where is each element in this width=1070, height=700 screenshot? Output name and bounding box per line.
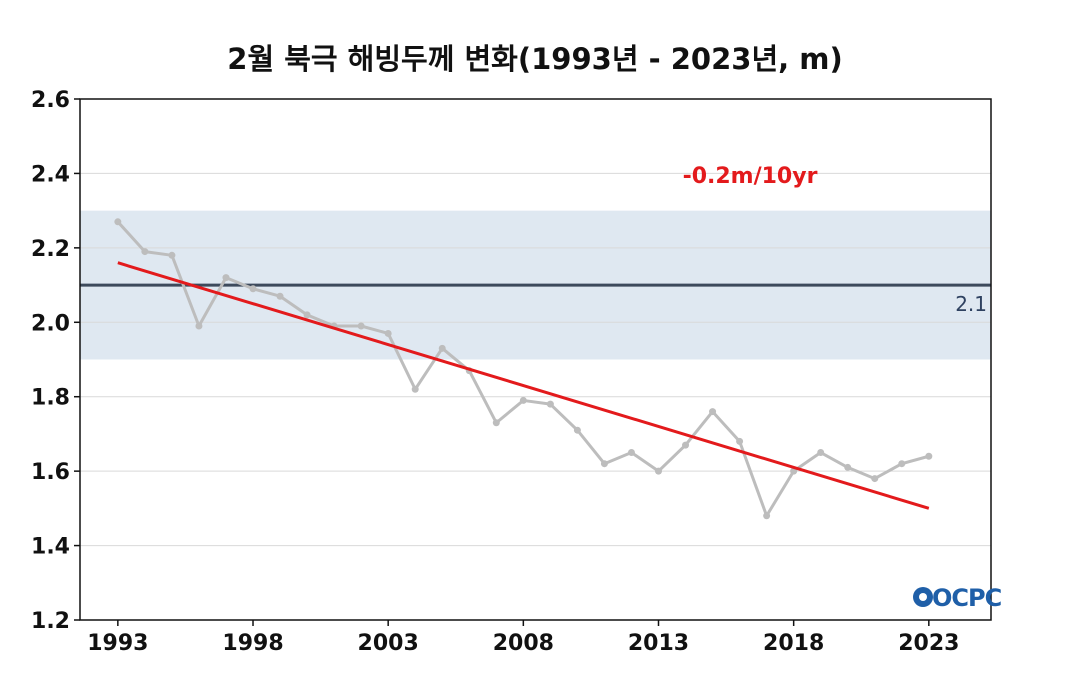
x-tick-label: 2018 [763, 631, 824, 656]
data-point [736, 437, 744, 445]
data-point [384, 329, 392, 337]
trend-label: -0.2m/10yr [683, 164, 818, 189]
data-point [627, 449, 635, 457]
ocpc-logo: OCPC [913, 584, 1003, 612]
data-point [114, 218, 122, 226]
y-tick-label: 1.8 [31, 386, 70, 411]
logo-text: OCPC [932, 584, 1002, 612]
data-point [817, 449, 825, 457]
y-tick-label: 1.4 [31, 535, 70, 560]
x-tick-label: 2003 [358, 631, 419, 656]
data-point [546, 400, 554, 408]
data-point [709, 408, 717, 416]
data-point [492, 419, 500, 427]
data-point [141, 248, 149, 256]
chart-title: 2월 북극 해빙두께 변화(1993년 - 2023년, m) [227, 42, 843, 76]
y-tick-label: 2.0 [31, 311, 70, 336]
trend-line [117, 261, 930, 510]
data-point [925, 452, 933, 460]
data-point [654, 467, 662, 475]
x-tick-label: 1998 [222, 631, 283, 656]
data-point [871, 475, 879, 483]
data-point [573, 426, 581, 434]
data-point [168, 251, 176, 259]
data-point [195, 322, 203, 330]
data-point [438, 344, 446, 352]
y-tick-label: 2.2 [31, 237, 70, 262]
reference-line-label: 2.1 [955, 292, 987, 316]
data-point [249, 285, 257, 293]
y-tick-label: 2.6 [31, 88, 70, 113]
x-tick-label: 2008 [493, 631, 554, 656]
y-tick-label: 1.2 [31, 609, 70, 634]
data-point [303, 311, 311, 319]
logo-circle-center-icon [919, 593, 927, 601]
data-point [600, 460, 608, 468]
data-point [844, 463, 852, 471]
data-point [898, 460, 906, 468]
x-tick-label: 2013 [628, 631, 689, 656]
y-tick-label: 2.4 [31, 162, 70, 187]
y-tick-label: 1.6 [31, 460, 70, 485]
data-point [682, 441, 690, 449]
x-tick-label: 1993 [87, 631, 148, 656]
data-point [763, 512, 771, 520]
data-point [276, 292, 284, 300]
data-point [519, 396, 527, 404]
x-tick-label: 2023 [898, 631, 959, 656]
data-point [411, 385, 419, 393]
plot-frame [79, 98, 992, 621]
data-point [222, 274, 230, 282]
data-point [357, 322, 365, 330]
